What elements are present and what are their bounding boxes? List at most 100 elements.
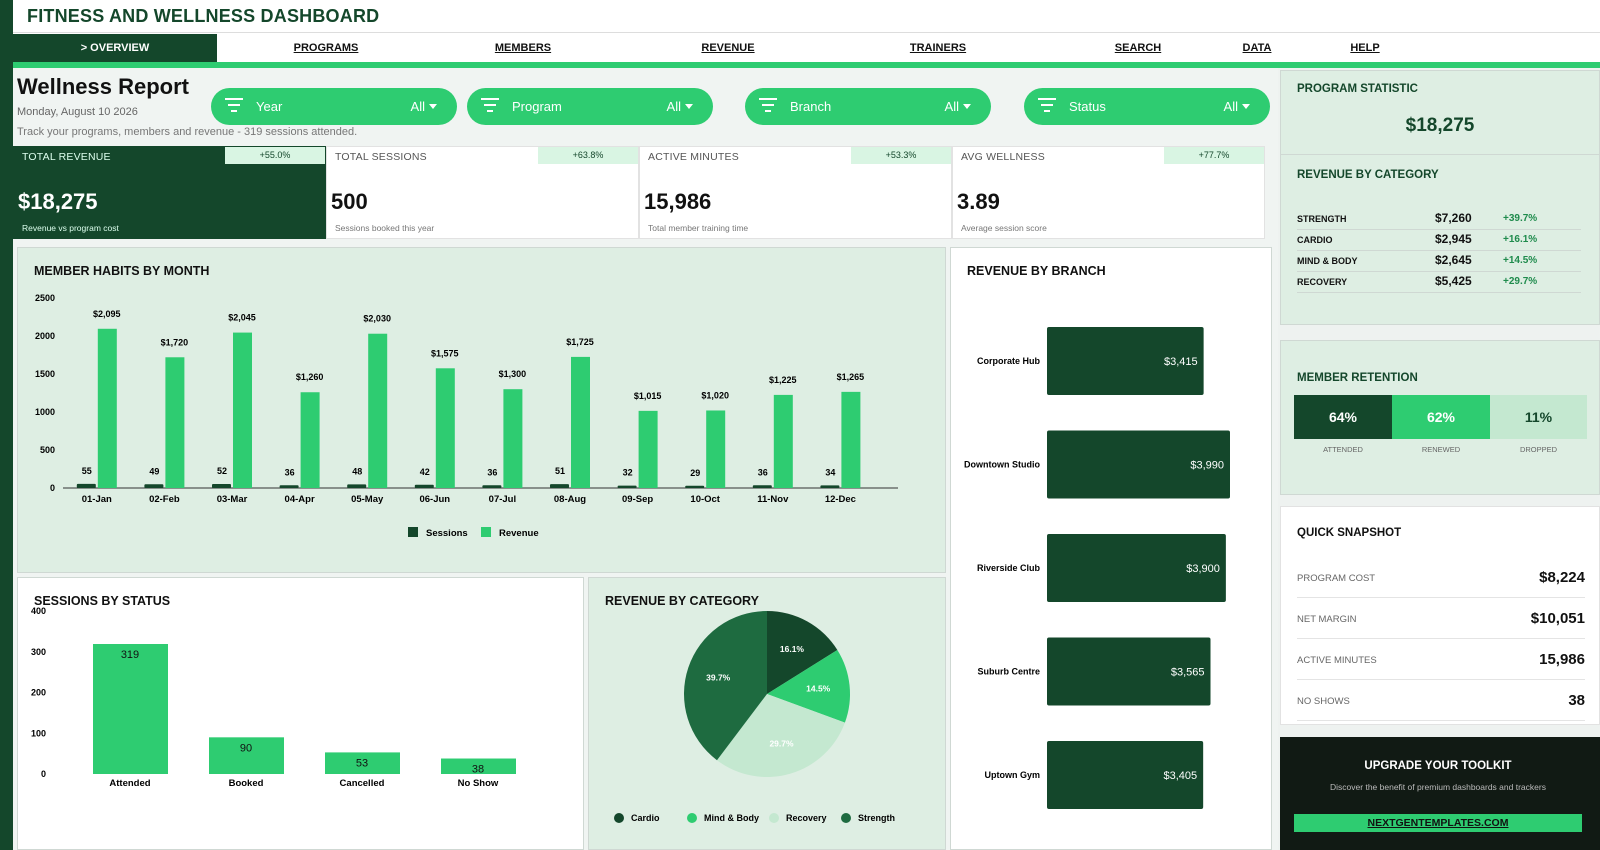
row-change: +39.7%: [1503, 213, 1538, 224]
branch-filter[interactable]: Branch All: [745, 88, 991, 125]
kpi-label: TOTAL REVENUE: [22, 151, 111, 163]
snapshot-title: QUICK SNAPSHOT: [1297, 527, 1402, 539]
snapshot-label: ACTIVE MINUTES: [1297, 655, 1377, 666]
promo-title: UPGRADE YOUR TOOLKIT: [1364, 760, 1512, 772]
snapshot-list: PROGRAM COST $8,224 NET MARGIN $10,051 A…: [1297, 557, 1585, 721]
nav-search[interactable]: SEARCH: [1114, 42, 1162, 54]
filter-icon: [225, 98, 243, 114]
filter-icon: [759, 98, 777, 114]
revenue-bar: [233, 332, 252, 488]
x-tick-label: 10-Oct: [690, 494, 720, 505]
branch-bar: [1047, 637, 1211, 706]
report-subtitle: Track your programs, members and revenue…: [17, 126, 358, 138]
status-bar: [209, 737, 284, 774]
revenue-data-label: $2,095: [93, 309, 121, 319]
snapshot-value: 38: [1568, 692, 1585, 709]
nav-members[interactable]: MEMBERS: [494, 42, 552, 54]
page-title: Wellness Report: [17, 74, 189, 99]
snapshot-label: NET MARGIN: [1297, 614, 1357, 625]
program-filter[interactable]: Program All: [467, 88, 713, 125]
row-value: $5,425: [1435, 274, 1472, 288]
sessions-bar: [144, 484, 164, 488]
sessions-bar: [685, 485, 705, 488]
y-tick-label: 1500: [35, 369, 55, 379]
revenue-data-label: $1,300: [499, 369, 527, 379]
retention-label: ATTENDED: [1323, 445, 1363, 454]
bar-data-label: 38: [472, 764, 484, 776]
sessions-data-label: 29: [690, 468, 700, 478]
list-item: NO SHOWS 38: [1297, 680, 1585, 721]
nav-trainers[interactable]: TRAINERS: [909, 42, 967, 54]
sessions-data-label: 34: [825, 467, 835, 477]
legend-label: Revenue: [499, 528, 539, 539]
year-filter[interactable]: Year All: [211, 88, 457, 125]
y-tick-label: 0: [41, 769, 46, 779]
snapshot-card: QUICK SNAPSHOT PROGRAM COST $8,224 NET M…: [1280, 506, 1600, 725]
status-chart: 0 100 200 300 400 319 Attended 90 Booked 53 Cancel…: [31, 606, 516, 789]
filter-label: Branch: [790, 99, 832, 114]
slice-data-label: 39.7%: [706, 673, 731, 683]
y-tick-label: 2500: [35, 293, 55, 303]
sessions-data-label: 49: [149, 466, 159, 476]
kpi-value: 15,986: [644, 189, 712, 214]
kpi-change-badge: +55.0%: [225, 147, 325, 164]
app-title: FITNESS AND WELLNESS DASHBOARD: [27, 6, 380, 26]
snapshot-value: 15,986: [1539, 651, 1585, 668]
revenue-bar: [773, 394, 793, 488]
category-pie-chart: 16.1% 14.5% 29.7% 39.7% Cardio Mind & Body Rec…: [614, 611, 895, 823]
retention-title: MEMBER RETENTION: [1297, 372, 1418, 384]
habits-chart: 0 500 1000 1500 2000 2500 55 $2,095 01-Jan 49 $1,7…: [35, 293, 898, 539]
chevron-down-icon: [963, 104, 971, 109]
card-title: MEMBER HABITS BY MONTH: [34, 264, 210, 278]
revenue-data-label: $1,725: [566, 337, 594, 347]
row-value: $7,260: [1435, 211, 1472, 225]
legend-label: Mind & Body: [704, 813, 759, 823]
nav-help[interactable]: HELP: [1350, 42, 1380, 54]
pie-slice: [767, 649, 850, 723]
revenue-bar: [706, 410, 726, 488]
bar-data-label: $3,565: [1171, 667, 1205, 679]
promo-link-button[interactable]: NEXTGENTEMPLATES.COM: [1294, 814, 1582, 832]
nav-revenue[interactable]: REVENUE: [701, 42, 755, 54]
kpi-total-sessions: TOTAL SESSIONS +63.8% 500 Sessions booke…: [326, 146, 639, 239]
kpi-desc: Total member training time: [648, 223, 749, 233]
filter-label: Status: [1069, 99, 1106, 114]
list-item: PROGRAM COST $8,224: [1297, 557, 1585, 598]
row-change: +29.7%: [1503, 276, 1538, 287]
snapshot-value: $8,224: [1539, 569, 1585, 586]
y-tick-label: 2000: [35, 331, 55, 341]
table-row: CARDIO $2,945 +16.1%: [1297, 230, 1581, 251]
bar-data-label: 53: [356, 757, 368, 769]
y-tick-label: 500: [40, 445, 55, 455]
chevron-down-icon: [429, 104, 437, 109]
bar-data-label: $3,405: [1164, 770, 1198, 782]
revenue-data-label: $1,265: [837, 372, 865, 382]
x-tick-label: No Show: [458, 778, 499, 789]
legend-label: Recovery: [786, 813, 827, 823]
revenue-data-label: $1,020: [701, 390, 729, 400]
snapshot-label: PROGRAM COST: [1297, 573, 1376, 584]
x-tick-label: Booked: [229, 778, 264, 789]
snapshot-value: $10,051: [1530, 610, 1585, 627]
nav-programs[interactable]: PROGRAMS: [293, 42, 359, 54]
status-filter[interactable]: Status All: [1024, 88, 1270, 125]
sessions-data-label: 48: [352, 466, 362, 476]
legend-swatch-sessions: [408, 527, 418, 537]
status-bar: [441, 758, 516, 774]
main-nav: > OVERVIEW PROGRAMS MEMBERS REVENUE TRAI…: [13, 34, 1600, 62]
sessions-data-label: 36: [487, 467, 497, 477]
nav-data[interactable]: DATA: [1242, 42, 1272, 54]
y-tick-label: Uptown Gym: [985, 770, 1041, 780]
filter-label: Year: [256, 99, 283, 114]
filter-icon: [1038, 98, 1056, 114]
x-tick-label: 09-Sep: [622, 494, 653, 505]
branch-bar: [1047, 430, 1230, 499]
rev-category-title: REVENUE BY CATEGORY: [1297, 169, 1439, 181]
kpi-desc: Sessions booked this year: [335, 223, 435, 233]
status-bar: [325, 752, 400, 774]
sessions-bar: [820, 485, 840, 488]
bar-data-label: $3,415: [1164, 356, 1198, 368]
x-tick-label: 02-Feb: [149, 494, 180, 505]
nav-overview[interactable]: > OVERVIEW: [13, 34, 217, 62]
filter-label: Program: [512, 99, 562, 114]
